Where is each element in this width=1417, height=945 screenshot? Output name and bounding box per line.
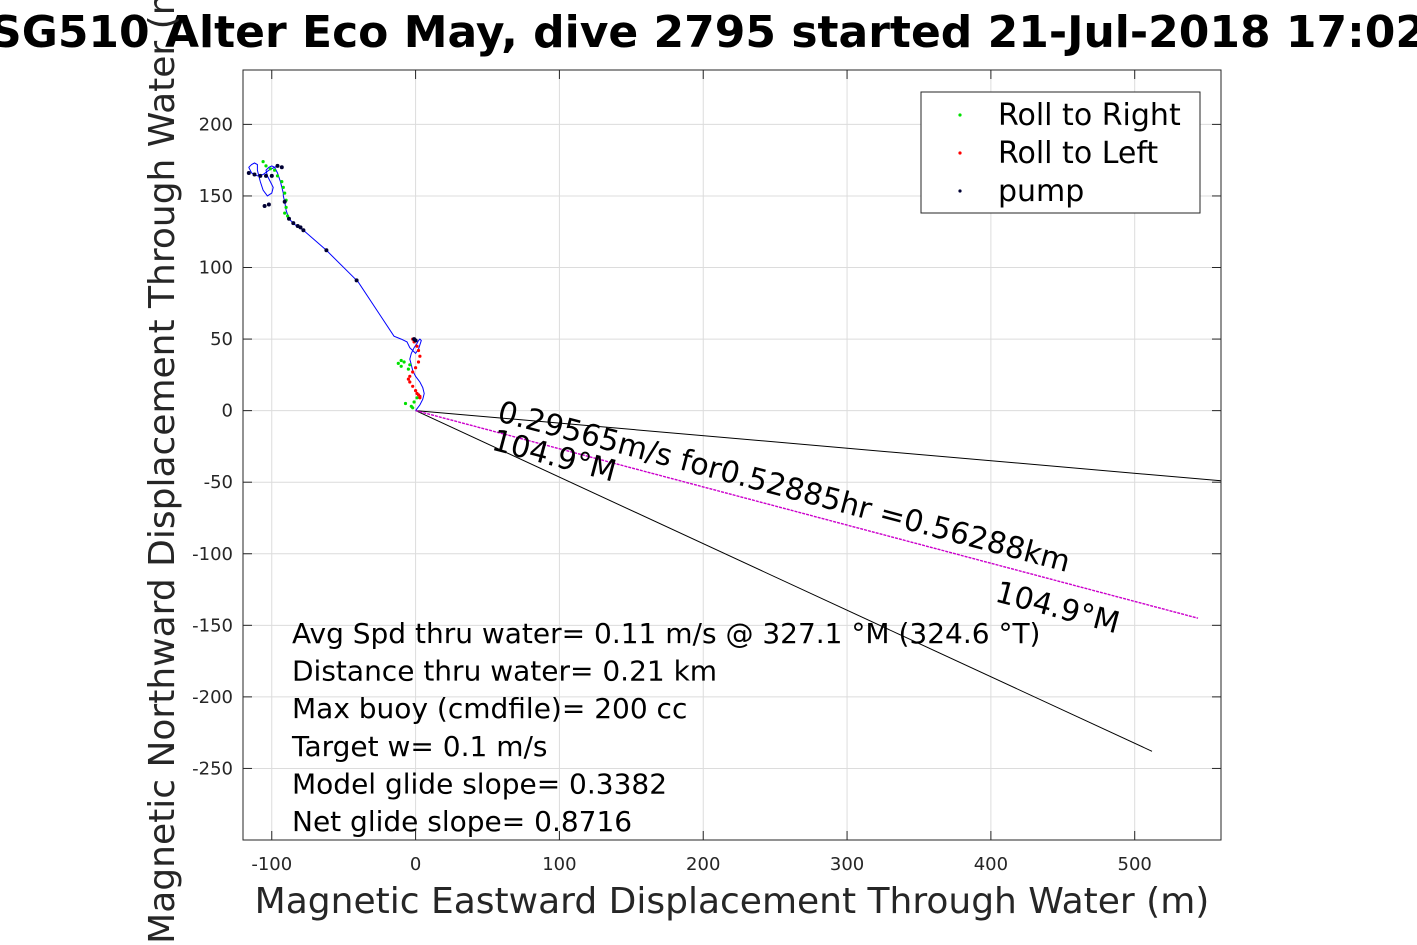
- annotation-line: Model glide slope= 0.3382: [292, 767, 667, 800]
- legend-label-roll-left: Roll to Left: [998, 136, 1158, 171]
- roll-left-point: [416, 348, 421, 353]
- annotation-line: Max buoy (cmdfile)= 200 cc: [292, 692, 687, 725]
- legend-box: [920, 91, 1201, 214]
- plot-data: [246, 160, 1221, 752]
- roll-right-point: [412, 400, 416, 404]
- roll-left-point: [415, 344, 419, 348]
- heading-cone-line: [415, 410, 1153, 752]
- annotation-line: Distance thru water= 0.21 km: [292, 655, 717, 688]
- annotation-line: Avg Spd thru water= 0.11 m/s @ 327.1 °M …: [292, 617, 1040, 650]
- y-tick-label: -200: [192, 687, 233, 708]
- pump-point: [246, 171, 251, 175]
- roll-right-point: [281, 185, 285, 189]
- annotation-line: Net glide slope= 0.8716: [292, 805, 632, 838]
- x-axis-label: Magnetic Eastward Displacement Through W…: [255, 881, 1210, 922]
- roll-right-point: [396, 361, 400, 365]
- roll-right-point: [273, 168, 277, 172]
- pump-point: [279, 165, 284, 170]
- pump-point: [269, 173, 274, 178]
- roll-right-point: [403, 401, 408, 406]
- roll-left-point: [411, 370, 415, 374]
- pump-point: [291, 221, 296, 226]
- roll-right-point: [286, 214, 290, 218]
- roll-right-point: [268, 167, 272, 171]
- x-tick-label: 500: [1118, 854, 1152, 875]
- legend-marker-roll-left: [958, 151, 962, 155]
- y-tick-label: 0: [222, 401, 233, 422]
- roll-left-point: [416, 360, 421, 364]
- roll-right-point: [283, 191, 287, 195]
- roll-right-point: [415, 396, 419, 400]
- x-tick-label: 300: [830, 854, 864, 875]
- pump-point: [262, 204, 267, 208]
- roll-right-point: [399, 364, 403, 368]
- x-tick-label: -100: [251, 854, 292, 875]
- roll-right-point: [275, 174, 280, 178]
- roll-right-point: [406, 367, 410, 371]
- pump-point: [275, 163, 280, 168]
- y-tick-label: -150: [192, 615, 233, 636]
- pump-point: [264, 173, 268, 178]
- roll-right-point: [284, 205, 288, 209]
- legend: Roll to Right Roll to Left pump: [920, 91, 1201, 214]
- x-tick-label: 0: [410, 854, 421, 875]
- pump-point: [266, 202, 271, 207]
- x-tick-label: 100: [542, 854, 576, 875]
- roll-left-point: [411, 384, 415, 388]
- annotation-line: Target w= 0.1 m/s: [291, 730, 548, 763]
- roll-left-point: [414, 389, 418, 393]
- roll-right-point: [408, 363, 412, 367]
- legend-label-roll-right: Roll to Right: [998, 98, 1181, 133]
- pump-point: [324, 248, 329, 253]
- roll-left-point: [406, 377, 410, 381]
- roll-right-point: [399, 358, 403, 363]
- grid: [243, 70, 1221, 840]
- summary-annotations: Avg Spd thru water= 0.11 m/s @ 327.1 °M …: [291, 617, 1040, 838]
- chart-title: SG510 Alter Eco May, dive 2795 started 2…: [0, 7, 1417, 58]
- legend-marker-pump: [958, 189, 962, 193]
- roll-left-point: [418, 354, 422, 358]
- legend-label-pump: pump: [998, 174, 1084, 209]
- pump-point: [258, 173, 263, 178]
- y-tick-label: -250: [192, 758, 233, 779]
- y-tick-label: 50: [210, 329, 233, 350]
- roll-left-point: [418, 396, 422, 400]
- roll-right-point: [411, 406, 415, 410]
- pump-point: [298, 225, 303, 230]
- y-axis-label: Magnetic Northward Displacement Through …: [142, 0, 183, 944]
- y-tick-label: 100: [199, 258, 233, 279]
- pump-point: [252, 172, 257, 177]
- y-tick-label: 200: [199, 114, 233, 135]
- current-vector-line: [415, 409, 1199, 619]
- axes-frame: [242, 69, 1222, 841]
- legend-marker-roll-right: [958, 113, 962, 117]
- y-tick-label: 150: [199, 186, 233, 207]
- heading-cone-line: [415, 410, 1221, 482]
- axis-ticks: -100 0 100 200 300 400 500 -250 -200 -150 -100 -50 0…: [192, 70, 1221, 875]
- y-tick-label: -100: [192, 544, 233, 565]
- roll-right-point: [264, 164, 268, 168]
- roll-left-point: [414, 366, 418, 370]
- roll-right-point: [280, 180, 284, 184]
- roll-right-point: [283, 211, 287, 215]
- pump-point: [301, 228, 306, 233]
- roll-right-point: [261, 160, 265, 164]
- y-tick-label: -50: [204, 472, 233, 493]
- roll-right-point: [402, 360, 406, 364]
- roll-left-point: [408, 374, 412, 378]
- pump-point: [287, 216, 291, 221]
- x-tick-label: 400: [974, 854, 1008, 875]
- x-tick-label: 200: [686, 854, 720, 875]
- pump-point: [282, 199, 287, 204]
- pump-point: [413, 338, 418, 343]
- pump-point: [354, 278, 359, 283]
- roll-left-point: [408, 380, 412, 384]
